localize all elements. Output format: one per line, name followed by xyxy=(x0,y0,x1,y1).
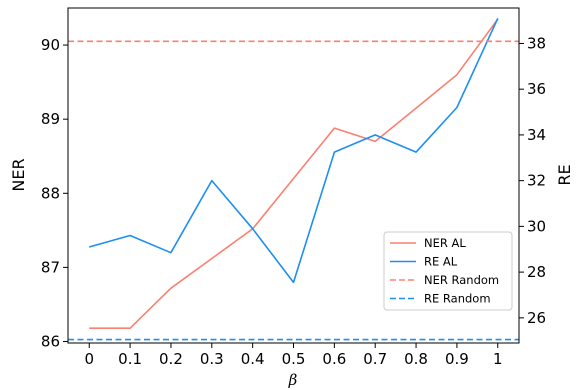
x-tick-label: 0.6 xyxy=(322,350,346,368)
x-axis: 0 0.1 0.2 0.3 0.4 0.5 0.6 0.7 0.8 0.9 1 xyxy=(84,343,503,368)
x-tick-label: 1 xyxy=(493,350,503,368)
y-axis-right-label: RE xyxy=(555,164,574,185)
y-right-tick-label: 26 xyxy=(527,309,546,327)
x-tick-label: 0.4 xyxy=(241,350,265,368)
y-left-tick-label: 90 xyxy=(41,36,60,54)
y-right-tick-label: 38 xyxy=(527,34,546,52)
legend-label-re-random: RE Random xyxy=(424,292,491,306)
x-tick-label: 0.8 xyxy=(404,350,428,368)
plot-content xyxy=(68,17,519,341)
y-right-tick-label: 32 xyxy=(527,172,546,190)
y-left-tick-label: 88 xyxy=(41,184,60,202)
y-axis-left: 86 87 88 89 90 xyxy=(41,36,68,351)
legend-label-re-al: RE AL xyxy=(424,255,458,269)
y-right-tick-label: 30 xyxy=(527,217,546,235)
legend-label-ner-al: NER AL xyxy=(424,236,466,250)
x-tick-label: 0.7 xyxy=(363,350,387,368)
y-left-tick-label: 86 xyxy=(41,333,60,351)
series-re-al xyxy=(88,17,499,284)
legend: NER AL RE AL NER Random RE Random xyxy=(383,231,513,311)
series-ner-al xyxy=(89,18,499,330)
y-left-tick-label: 89 xyxy=(41,110,60,128)
x-tick-label: 0.5 xyxy=(282,350,306,368)
x-tick-label: 0.3 xyxy=(200,350,224,368)
y-right-tick-label: 28 xyxy=(527,263,546,281)
y-right-tick-label: 34 xyxy=(527,126,546,144)
y-right-tick-label: 36 xyxy=(527,80,546,98)
x-tick-label: 0.2 xyxy=(159,350,183,368)
x-tick-label: 0 xyxy=(84,350,94,368)
y-axis-left-label: NER xyxy=(9,158,28,191)
legend-box xyxy=(383,231,513,311)
x-axis-label: β xyxy=(288,371,298,389)
y-axis-right: 26 28 30 32 34 36 38 xyxy=(519,34,546,327)
x-tick-label: 0.9 xyxy=(445,350,469,368)
y-left-tick-label: 87 xyxy=(41,258,60,276)
legend-label-ner-random: NER Random xyxy=(424,273,499,287)
x-tick-label: 0.1 xyxy=(118,350,142,368)
